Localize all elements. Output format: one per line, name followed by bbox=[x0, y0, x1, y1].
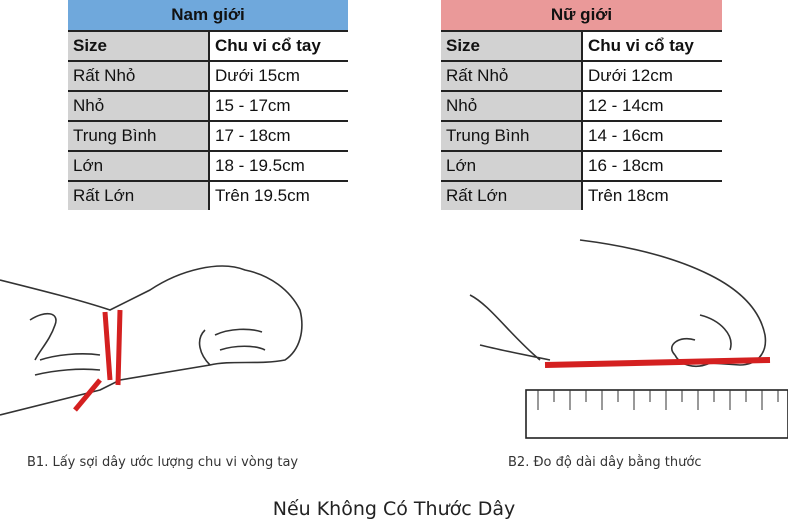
wrist-cell: Trên 18cm bbox=[582, 180, 722, 210]
size-cell: Rất Lớn bbox=[441, 180, 583, 210]
table-row: Lớn 18 - 19.5cm bbox=[68, 150, 348, 181]
col-wrist: Chu vi cổ tay bbox=[582, 30, 722, 61]
women-table-title: Nữ giới bbox=[441, 0, 722, 31]
wrist-wrap-illustration bbox=[0, 265, 303, 416]
table-row: Rất Lớn Trên 18cm bbox=[441, 180, 722, 210]
size-cell: Lớn bbox=[68, 150, 210, 181]
col-size: Size bbox=[68, 30, 210, 61]
table-row: Nhỏ 15 - 17cm bbox=[68, 90, 348, 121]
table-row: Rất Nhỏ Dưới 12cm bbox=[441, 60, 722, 91]
table-row: Nhỏ 12 - 14cm bbox=[441, 90, 722, 121]
women-size-table: Nữ giới Size Chu vi cổ tay Rất Nhỏ Dưới 12… bbox=[441, 0, 722, 210]
size-cell: Rất Lớn bbox=[68, 180, 210, 210]
table-row: Trung Bình 14 - 16cm bbox=[441, 120, 722, 151]
step1-caption: B1. Lấy sợi dây ước lượng chu vi vòng ta… bbox=[27, 455, 299, 470]
table-row: Rất Nhỏ Dưới 15cm bbox=[68, 60, 348, 91]
col-size: Size bbox=[441, 30, 583, 61]
size-cell: Nhỏ bbox=[68, 90, 210, 121]
table-row: Lớn 16 - 18cm bbox=[441, 150, 722, 181]
table-row: Rất Lớn Trên 19.5cm bbox=[68, 180, 348, 210]
wrist-cell: 15 - 17cm bbox=[209, 90, 348, 121]
wrist-cell: 12 - 14cm bbox=[582, 90, 722, 121]
wrist-cell: Dưới 15cm bbox=[209, 60, 348, 91]
ruler-measure-illustration bbox=[469, 239, 788, 439]
wrist-cell: 16 - 18cm bbox=[582, 150, 722, 181]
wrist-cell: 14 - 16cm bbox=[582, 120, 722, 151]
men-size-table: Nam giới Size Chu vi cổ tay Rất Nhỏ Dưới 1… bbox=[68, 0, 348, 210]
size-cell: Rất Nhỏ bbox=[441, 60, 583, 91]
wrist-cell: Dưới 12cm bbox=[582, 60, 722, 91]
step2-caption: B2. Đo độ dài dây bằng thước bbox=[508, 455, 702, 470]
size-cell: Lớn bbox=[441, 150, 583, 181]
table-row: Trung Bình 17 - 18cm bbox=[68, 120, 348, 151]
wrist-cell: 17 - 18cm bbox=[209, 120, 348, 151]
men-table-title: Nam giới bbox=[68, 0, 348, 31]
footer-title: Nếu Không Có Thước Dây bbox=[272, 498, 516, 520]
red-string bbox=[102, 309, 123, 386]
col-wrist: Chu vi cổ tay bbox=[209, 30, 348, 61]
wrist-cell: Trên 19.5cm bbox=[209, 180, 348, 210]
size-cell: Trung Bình bbox=[441, 120, 583, 151]
wrist-cell: 18 - 19.5cm bbox=[209, 150, 348, 181]
size-cell: Nhỏ bbox=[441, 90, 583, 121]
size-cell: Rất Nhỏ bbox=[68, 60, 210, 91]
size-cell: Trung Bình bbox=[68, 120, 210, 151]
